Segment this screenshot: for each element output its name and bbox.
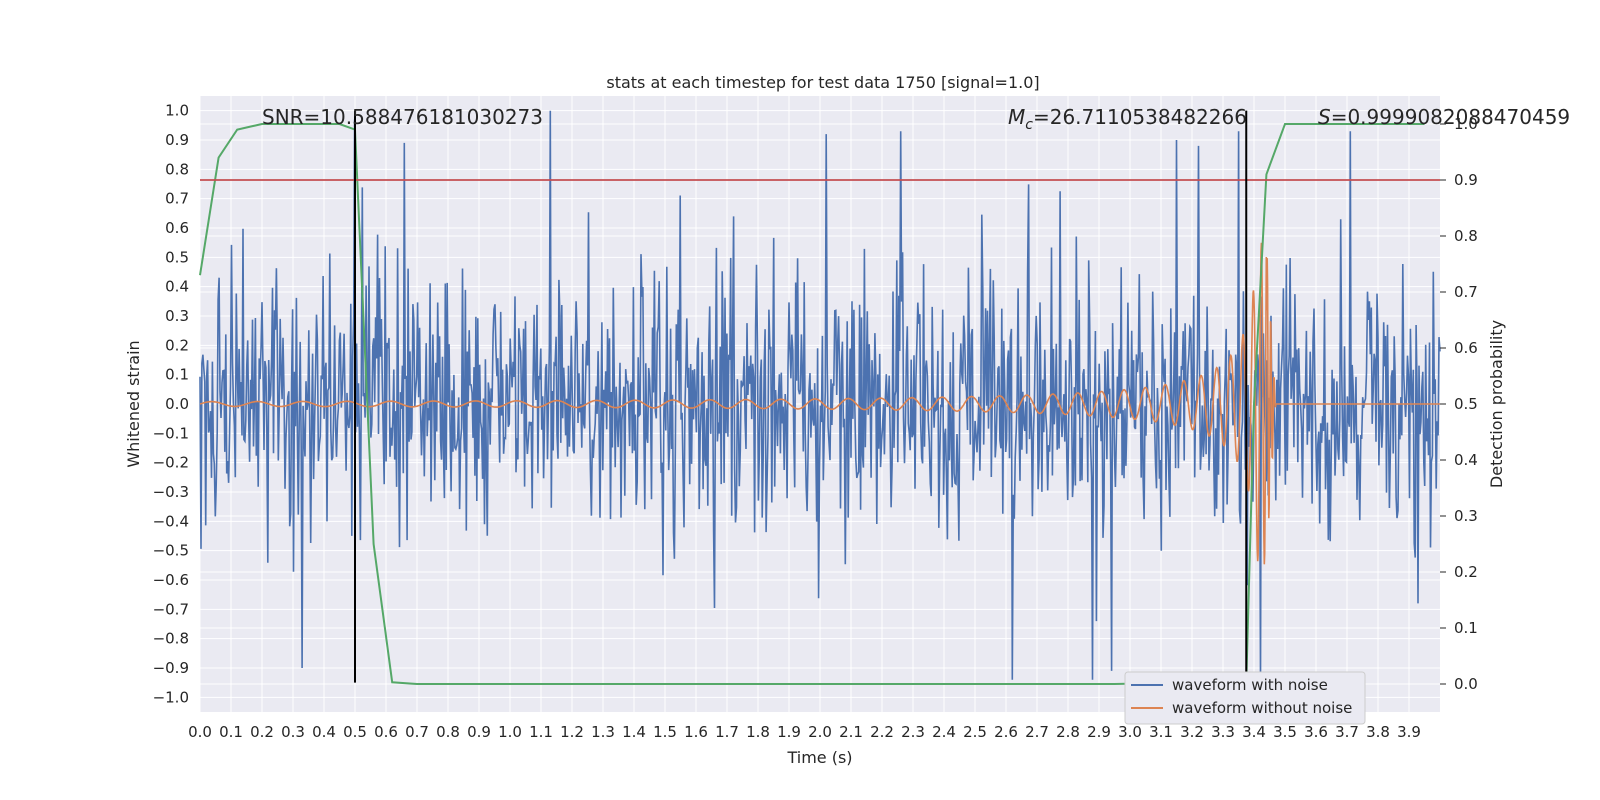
event-markers	[354, 110, 1248, 683]
mc-subscript: c	[1025, 117, 1033, 133]
y-tick-label: 0.3	[165, 307, 189, 325]
y2-axis-label: Detection probability	[1487, 320, 1506, 488]
s-value: =0.9999082088470459	[1331, 105, 1570, 129]
clean-waveform-line	[199, 242, 1440, 565]
x-tick-label: 2.7	[1025, 723, 1049, 741]
x-tick-label: 0.3	[281, 723, 305, 741]
noisy-waveform	[199, 110, 1441, 683]
x-tick-label: 1.4	[622, 723, 646, 741]
y2-tick-label: 0.0	[1454, 675, 1478, 693]
y-tick-label: 0.9	[165, 131, 189, 149]
y-tick-label: −1.0	[153, 688, 189, 706]
y-tick-label: 0.2	[165, 336, 189, 354]
y2-tick-label: 0.6	[1454, 339, 1478, 357]
x-tick-label: 0.8	[436, 723, 460, 741]
legend: waveform with noise waveform without noi…	[1124, 671, 1366, 725]
x-tick-label: 0.6	[374, 723, 398, 741]
x-tick-label: 2.2	[870, 723, 894, 741]
y-tick-label: 0.6	[165, 219, 189, 237]
x-tick-label: 0.7	[405, 723, 429, 741]
y-tick-label: −0.9	[153, 659, 189, 677]
x-tick-label: 1.3	[591, 723, 615, 741]
x-tick-label: 2.9	[1087, 723, 1111, 741]
x-tick-label: 2.1	[839, 723, 863, 741]
y2-tick-label: 0.1	[1454, 619, 1478, 637]
y-tick-label: −0.8	[153, 630, 189, 648]
noisy-waveform-line	[199, 110, 1441, 683]
x-tick-label: 2.4	[932, 723, 956, 741]
y-axis-right: 1.0 0.9 0.8 0.7 0.6 0.5 0.4 0.3 0.2 0.1 0.0	[1440, 115, 1478, 693]
y-tick-label: −0.3	[153, 483, 189, 501]
x-tick-label: 3.9	[1397, 723, 1421, 741]
y-tick-label: 1.0	[165, 102, 189, 120]
y-tick-label: −0.1	[153, 424, 189, 442]
chart-title: stats at each timestep for test data 175…	[606, 73, 1039, 92]
x-tick-label: 2.0	[808, 723, 832, 741]
x-tick-label: 3.2	[1180, 723, 1204, 741]
x-tick-label: 0.9	[467, 723, 491, 741]
y2-tick-label: 0.9	[1454, 171, 1478, 189]
y-tick-label: −0.4	[153, 512, 189, 530]
x-tick-label: 1.7	[715, 723, 739, 741]
x-tick-label: 0.2	[250, 723, 274, 741]
x-tick-label: 2.8	[1056, 723, 1080, 741]
x-tick-label: 3.7	[1335, 723, 1359, 741]
x-tick-label: 0.5	[343, 723, 367, 741]
x-tick-label: 1.9	[777, 723, 801, 741]
y-tick-label: 0.7	[165, 190, 189, 208]
x-tick-label: 2.6	[994, 723, 1018, 741]
x-tick-label: 3.4	[1242, 723, 1266, 741]
probability-curve	[199, 123, 1425, 685]
legend-box	[1124, 671, 1366, 725]
x-tick-label: 1.6	[684, 723, 708, 741]
x-tick-label: 1.8	[746, 723, 770, 741]
y-tick-label: 0.4	[165, 278, 189, 296]
x-tick-label: 1.0	[498, 723, 522, 741]
y-tick-label: −0.7	[153, 600, 189, 618]
clean-waveform	[199, 242, 1440, 565]
s-symbol: S	[1318, 105, 1331, 129]
y2-tick-label: 0.5	[1454, 395, 1478, 413]
y2-tick-label: 1.0	[1454, 115, 1478, 133]
x-tick-label: 1.2	[560, 723, 584, 741]
x-tick-label: 3.0	[1118, 723, 1142, 741]
legend-label-clean: waveform without noise	[1172, 699, 1352, 717]
y-tick-label: 0.5	[165, 248, 189, 266]
x-tick-label: 0.1	[219, 723, 243, 741]
probability-line	[199, 123, 1425, 685]
y-tick-label: 0.8	[165, 160, 189, 178]
x-tick-label: 2.5	[963, 723, 987, 741]
x-axis-label: Time (s)	[786, 748, 852, 767]
y-axis-label: Whitened strain	[124, 340, 143, 467]
y2-tick-label: 0.7	[1454, 283, 1478, 301]
x-tick-label: 3.5	[1273, 723, 1297, 741]
y-axis-left: 1.0 0.9 0.8 0.7 0.6 0.5 0.4 0.3 0.2 0.1 0.0 −0.1 −0.…	[153, 102, 189, 707]
y-tick-label: −0.2	[153, 454, 189, 472]
mc-symbol: M	[1008, 105, 1025, 129]
x-tick-label: 1.1	[529, 723, 553, 741]
x-tick-label: 2.3	[901, 723, 925, 741]
x-tick-label: 3.1	[1149, 723, 1173, 741]
x-tick-label: 1.5	[653, 723, 677, 741]
x-tick-label: 3.3	[1211, 723, 1235, 741]
y2-tick-label: 0.3	[1454, 507, 1478, 525]
y-tick-label: −0.6	[153, 571, 189, 589]
y-tick-label: −0.5	[153, 542, 189, 560]
x-tick-label: 3.6	[1304, 723, 1328, 741]
mc-value: =26.7110538482266	[1033, 105, 1247, 129]
x-tick-label: 0.0	[188, 723, 212, 741]
y2-tick-label: 0.8	[1454, 227, 1478, 245]
y2-tick-label: 0.4	[1454, 451, 1478, 469]
x-tick-label: 3.8	[1366, 723, 1390, 741]
x-axis: 0.0 0.1 0.2 0.3 0.4 0.5 0.6 0.7 0.8 0.9 1.0 1.1 1.2 1…	[188, 723, 1421, 741]
y-tick-label: 0.0	[165, 395, 189, 413]
y-tick-label: 0.1	[165, 366, 189, 384]
snr-annotation: SNR=10.588476181030273	[262, 105, 543, 129]
chirp-mass-annotation: Mc=26.7110538482266	[1008, 105, 1247, 133]
score-annotation: S=0.9999082088470459	[1318, 105, 1570, 129]
y2-tick-label: 0.2	[1454, 563, 1478, 581]
x-tick-label: 0.4	[312, 723, 336, 741]
legend-label-noisy: waveform with noise	[1172, 676, 1328, 694]
